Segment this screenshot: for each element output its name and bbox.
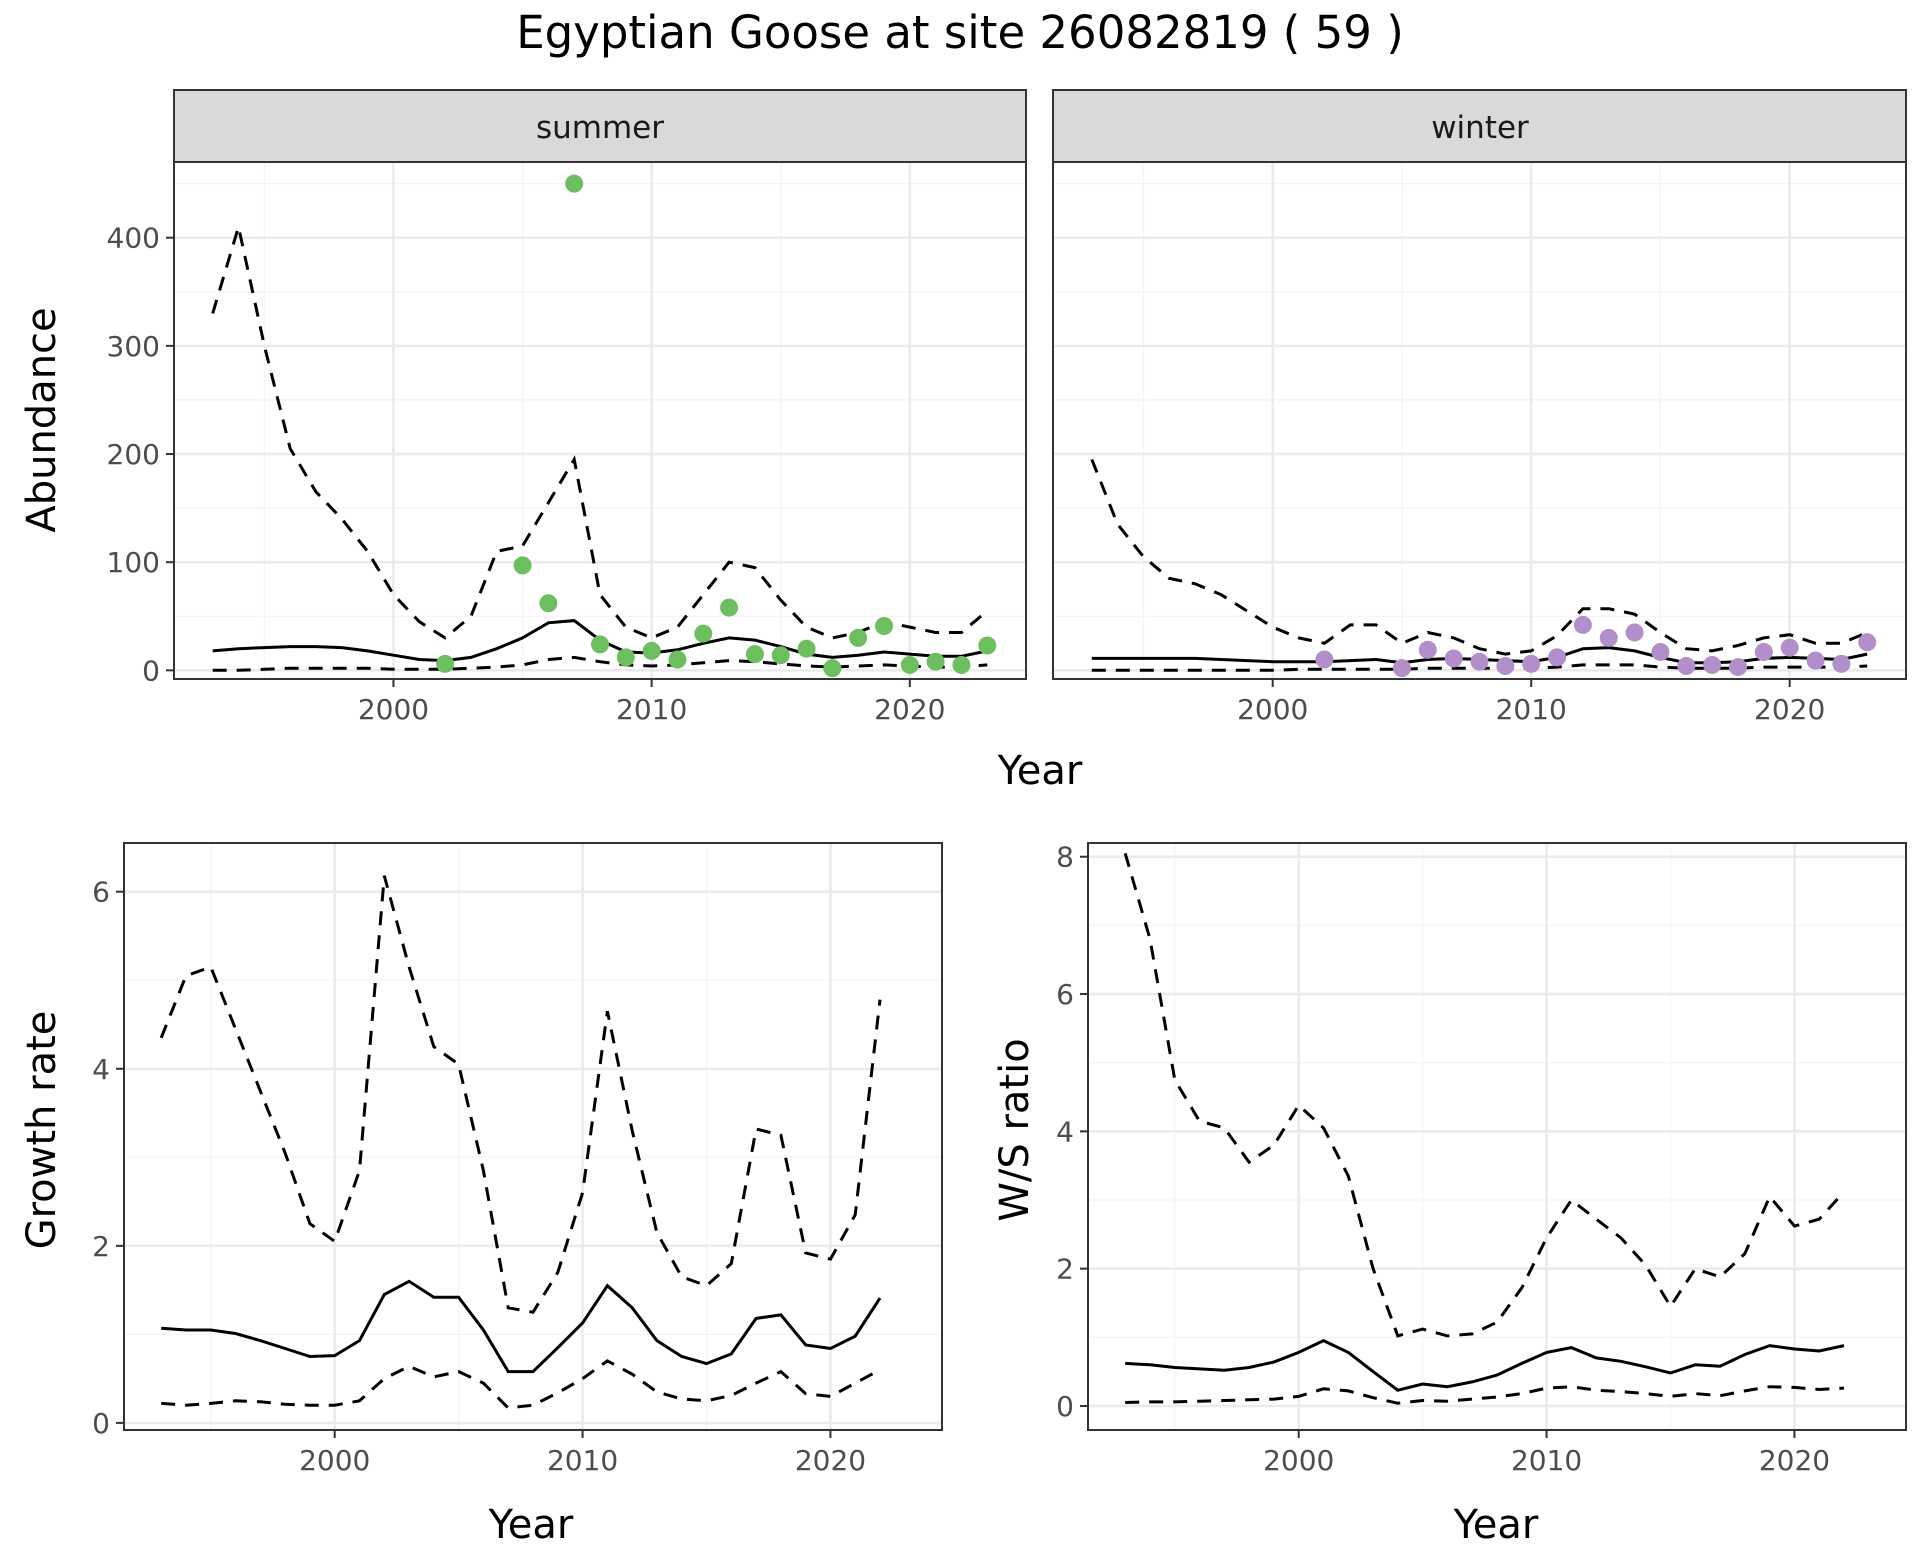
y-tick-label: 0 (92, 1407, 110, 1440)
observed-count-point (1548, 648, 1567, 667)
observed-count-point (900, 655, 919, 674)
facet-strip (1052, 89, 1907, 163)
y-tick-label: 400 (107, 222, 160, 255)
observed-count-point (1573, 615, 1592, 634)
lower-bound-line (212, 655, 988, 672)
x-tick-label: 2020 (795, 1444, 866, 1477)
observed-count-point (694, 624, 713, 643)
ratio-y-axis-title: W/S ratio (992, 1038, 1038, 1221)
abundance-facet-label-winter: winter (1431, 110, 1529, 146)
y-tick-label: 2 (92, 1230, 110, 1263)
y-tick-label: 0 (142, 654, 160, 687)
observed-count-point (1496, 657, 1515, 676)
observed-count-point (745, 645, 764, 664)
panel-border (123, 842, 943, 1431)
observed-count-point (720, 598, 739, 617)
observed-count-point (978, 636, 997, 655)
abundance-y-axis-title: Abundance (19, 307, 65, 532)
x-tick-label: 2020 (1759, 1444, 1830, 1477)
growth-rate-panel: 2000 2010 2020 0 2 4 6 (92, 842, 943, 1477)
observed-count-point (436, 654, 455, 673)
panel-background (124, 843, 942, 1430)
panel-border (1087, 842, 1907, 1431)
y-tick-label: 6 (92, 876, 110, 909)
observed-count-point (926, 652, 945, 671)
observed-count-point (1315, 650, 1334, 669)
x-tick-label: 2000 (358, 693, 429, 726)
facet-strip (173, 89, 1027, 163)
observed-count-point (1703, 655, 1722, 674)
observed-count-point (1418, 640, 1437, 659)
observed-count-point (823, 659, 842, 678)
panel-background (1053, 162, 1906, 679)
observed-count-point (668, 650, 687, 669)
upper-bound-line (1123, 852, 1846, 1338)
abundance-facet-label-summer: summer (536, 110, 664, 146)
x-tick-label: 2010 (1496, 693, 1567, 726)
observed-count-point (642, 641, 661, 660)
observed-count-point (591, 635, 609, 654)
observed-count-point (952, 655, 971, 674)
observed-count-point (1625, 623, 1644, 642)
ratio-x-axis-title: Year (1453, 1502, 1539, 1548)
observed-count-point (797, 639, 816, 658)
y-tick-label: 200 (107, 438, 160, 471)
lower-bound-line (1125, 1385, 1845, 1405)
observed-count-point (1470, 652, 1489, 671)
observed-count-point (771, 646, 790, 665)
x-tick-label: 2000 (299, 1444, 370, 1477)
observed-count-point (1392, 659, 1411, 678)
observed-count-point (1444, 649, 1463, 668)
x-tick-label: 2010 (547, 1444, 618, 1477)
observed-count-point (849, 628, 868, 647)
x-tick-label: 2000 (1237, 693, 1308, 726)
growth-y-axis-title: Growth rate (19, 1011, 65, 1250)
y-tick-label: 4 (1056, 1115, 1074, 1148)
observed-count-point (616, 648, 635, 667)
observed-count-point (1780, 638, 1799, 657)
abundance-summer-panel: 2000 2010 2020 0 100 200 300 400 (107, 89, 1027, 726)
observed-count-point (875, 617, 893, 636)
observed-count-point (1522, 654, 1541, 673)
y-tick-label: 300 (107, 330, 160, 363)
observed-count-point (1806, 651, 1825, 670)
lower-bound-line (161, 1359, 881, 1410)
x-tick-label: 2010 (616, 693, 687, 726)
growth-x-axis-title: Year (488, 1502, 574, 1548)
observed-count-point (1677, 657, 1696, 676)
panel-background (1088, 843, 1906, 1430)
x-tick-label: 2000 (1263, 1444, 1334, 1477)
upper-bound-line (159, 875, 882, 1314)
observed-count-point (1599, 628, 1618, 647)
y-tick-label: 8 (1056, 841, 1074, 874)
x-tick-label: 2020 (874, 693, 945, 726)
y-tick-label: 6 (1056, 978, 1074, 1011)
x-tick-label: 2010 (1511, 1444, 1582, 1477)
observed-count-point (513, 556, 532, 575)
observed-count-point (539, 594, 558, 613)
observed-count-point (1858, 633, 1877, 652)
observed-count-point (1651, 642, 1670, 661)
y-tick-label: 4 (92, 1053, 110, 1086)
chart-title: Egyptian Goose at site 26082819 ( 59 ) (516, 6, 1404, 59)
observed-count-point (565, 174, 584, 193)
y-tick-label: 2 (1056, 1253, 1074, 1286)
observed-count-point (1728, 658, 1747, 677)
panel-background (174, 162, 1026, 679)
ws-ratio-panel: 2000 2010 2020 0 2 4 6 8 (1056, 841, 1907, 1477)
observed-count-point (1754, 642, 1773, 661)
y-tick-label: 100 (107, 546, 160, 579)
observed-count-point (1832, 654, 1851, 673)
x-tick-label: 2020 (1754, 693, 1825, 726)
abundance-x-axis-title: Year (997, 748, 1083, 794)
mean-line (161, 1279, 882, 1374)
mean-line (1125, 1339, 1845, 1392)
y-tick-label: 0 (1056, 1390, 1074, 1423)
abundance-winter-panel: 2000 2010 2020 (1052, 89, 1907, 726)
upper-bound-line (1090, 458, 1868, 656)
